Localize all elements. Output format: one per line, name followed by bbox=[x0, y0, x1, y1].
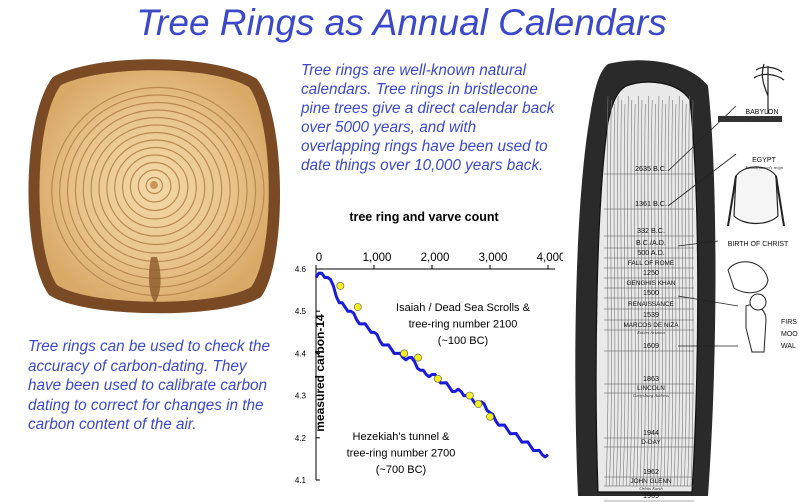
timeline-date-label: JOHN GLENN bbox=[630, 478, 672, 485]
carbon-14-chart: tree ring and varve count measured carbo… bbox=[295, 210, 563, 485]
timeline-date-label: FALL OF ROME bbox=[628, 260, 674, 267]
growth-ring bbox=[121, 154, 189, 220]
wood-grain-line bbox=[605, 95, 609, 487]
babylon-wall-icon bbox=[718, 116, 782, 122]
wood-grain-line bbox=[646, 95, 650, 487]
wood-grain-line bbox=[656, 95, 660, 487]
timeline-date-sublabel: Enters Arizona bbox=[636, 330, 665, 335]
y-tick-label: 4.5 bbox=[295, 307, 307, 316]
wood-grain-line bbox=[615, 95, 619, 487]
timeline-date-label: 1500 bbox=[643, 288, 659, 297]
leader-line bbox=[677, 240, 719, 247]
annotation-line: Hezekiah's tunnel & bbox=[353, 431, 451, 443]
calibration-point bbox=[474, 400, 483, 408]
wood-grain-line bbox=[677, 95, 680, 487]
timeline-date-label: B.C./A.D. bbox=[636, 238, 666, 247]
poster-event-sublabel: Tutankhamen's reign bbox=[745, 165, 784, 170]
growth-ring bbox=[145, 176, 164, 195]
pharaoh-headdress-icon bbox=[727, 175, 785, 227]
y-tick-label: 4.1 bbox=[295, 476, 307, 485]
annotation-line: (~700 BC) bbox=[376, 464, 426, 476]
timeline-date-label: MARCOS DE NIZA bbox=[623, 322, 679, 329]
timeline-date-label: D-DAY bbox=[641, 439, 661, 446]
timeline-date-sublabel: Gettysburg Address bbox=[633, 393, 669, 398]
timeline-date-label: GENGHIS KHAN bbox=[626, 280, 675, 287]
y-tick-label: 4.2 bbox=[295, 434, 307, 443]
timeline-date-label: 1962 bbox=[643, 467, 659, 476]
growth-ring bbox=[137, 169, 172, 203]
poster-event-sublabel: Flourishing Empire bbox=[743, 117, 780, 122]
annotation-line: (~100 BC) bbox=[438, 335, 488, 347]
tree-stump-photo bbox=[25, 57, 283, 317]
poster-event-label: MOO bbox=[781, 331, 798, 338]
growth-ring bbox=[90, 124, 223, 254]
intro-paragraph: Tree rings are well-known natural calend… bbox=[301, 62, 555, 174]
timeline-date-label: 1609 bbox=[643, 341, 659, 350]
growth-ring bbox=[106, 139, 206, 237]
poster-event-label: FIRS bbox=[781, 319, 797, 326]
y-tick-label: 4.6 bbox=[295, 265, 307, 274]
wood-grain-line bbox=[636, 95, 639, 487]
calibration-point bbox=[353, 303, 362, 311]
x-tick-label: 0 bbox=[316, 252, 322, 264]
x-tick-label: 3,000 bbox=[479, 252, 508, 264]
poster-event-label: WAL bbox=[781, 343, 796, 350]
x-tick-label: 2,000 bbox=[421, 252, 450, 264]
timeline-date-label: 2635 B.C. bbox=[635, 164, 667, 173]
growth-ring bbox=[98, 131, 214, 246]
nativity-icon bbox=[727, 261, 769, 294]
annotation-line: tree-ring number 2700 bbox=[347, 448, 456, 460]
calibration-point bbox=[486, 412, 494, 421]
y-axis-label: measured carbon-14 bbox=[313, 314, 327, 432]
pharaoh-icon bbox=[733, 166, 779, 225]
chart-annotation: Hezekiah's tunnel & tree-ring number 2700… bbox=[347, 431, 456, 476]
carbon-14-series-line bbox=[314, 271, 549, 459]
poster-event-label: BABYLON bbox=[745, 109, 778, 116]
carbon-dating-paragraph: Tree rings can be used to check the accu… bbox=[28, 338, 271, 434]
timeline-date-label: LINCOLN bbox=[637, 385, 665, 392]
poster-event-label: BIRTH OF CHRIST bbox=[728, 241, 789, 248]
leader-line bbox=[667, 153, 737, 207]
wood-grain-line bbox=[626, 95, 629, 487]
wood-grain-line bbox=[687, 95, 690, 487]
timeline-date-label: RENAISSANCE bbox=[628, 301, 674, 308]
annotation-line: Isaiah / Dead Sea Scrolls & bbox=[396, 302, 531, 314]
calibration-point bbox=[465, 391, 474, 400]
poster-event-label: EGYPT bbox=[752, 157, 776, 164]
calibration-point bbox=[400, 349, 409, 358]
astronaut-helmet-icon bbox=[749, 293, 767, 311]
page-title: Tree Rings as Annual Calendars bbox=[136, 2, 667, 43]
growth-ring bbox=[114, 146, 197, 229]
timeline-date-sublabel: Orbits Earth bbox=[639, 486, 663, 491]
timeline-date-label: 1944 bbox=[643, 428, 659, 437]
annotation-line: tree-ring number 2100 bbox=[409, 319, 518, 331]
timeline-date-label: 332 B.C. bbox=[637, 226, 665, 235]
wood-grain-line bbox=[666, 95, 670, 487]
calibration-point bbox=[433, 374, 442, 383]
calibration-point bbox=[336, 281, 345, 290]
y-tick-label: 4.4 bbox=[295, 349, 307, 358]
timeline-date-label: 1969 bbox=[643, 491, 659, 500]
y-tick-label: 4.3 bbox=[295, 392, 307, 401]
calibration-point bbox=[414, 353, 422, 362]
x-tick-label: 1,000 bbox=[363, 252, 392, 264]
chart-annotation: Isaiah / Dead Sea Scrolls & tree-ring num… bbox=[396, 302, 531, 347]
palm-tree-icon bbox=[753, 63, 785, 114]
chart-title: tree ring and varve count bbox=[349, 210, 499, 224]
timeline-date-label: 500 A.D. bbox=[637, 248, 665, 257]
timeline-date-label: 1250 bbox=[643, 268, 659, 277]
timeline-date-label: 1361 B.C. bbox=[635, 199, 667, 208]
timeline-date-label: 1863 bbox=[643, 374, 659, 383]
growth-ring bbox=[129, 161, 180, 212]
x-tick-label: 4,000 bbox=[537, 252, 563, 264]
timeline-date-label: 1539 bbox=[643, 310, 659, 319]
leader-line bbox=[677, 295, 739, 307]
tree-ring-timeline-illustration: 2635 B.C. 1361 B.C. 332 B.C. B.C./A.D.500 A… bbox=[568, 56, 800, 502]
